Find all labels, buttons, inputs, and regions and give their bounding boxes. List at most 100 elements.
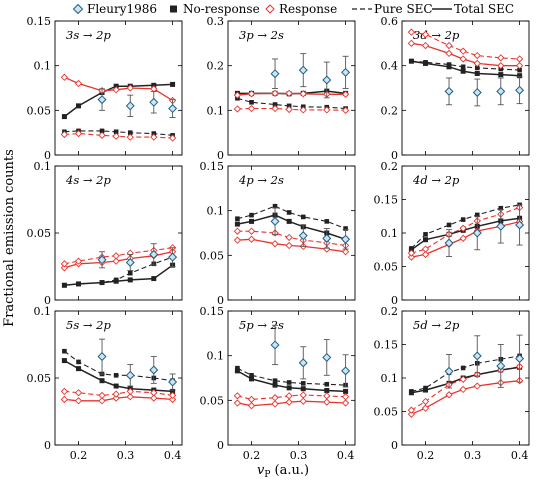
nores-pure-point [272, 102, 278, 107]
legend-nores-marker [170, 5, 177, 13]
fleury-point [341, 67, 351, 77]
nores-total-point [474, 70, 480, 76]
nores-pure-point [300, 381, 306, 386]
resp-pure-point [126, 387, 134, 396]
resp-total-point [271, 400, 279, 408]
fleury-point [270, 340, 280, 350]
fleury-point [125, 101, 135, 111]
resp-total-point [60, 73, 69, 81]
fleury-point [298, 65, 308, 75]
resp-pure-point [421, 245, 430, 253]
y-tick-label: 0.1 [34, 305, 52, 318]
nores-pure-point [249, 373, 254, 378]
x-tick-label: 0.4 [337, 449, 355, 462]
fleury-point [472, 228, 482, 238]
panel-frame [227, 165, 356, 301]
resp-total-point [98, 397, 106, 405]
legend-label: Fleury1986 [87, 2, 157, 16]
y-tick-label: 0.2 [381, 160, 399, 173]
resp-pure-point [247, 227, 256, 235]
resp-pure-point [271, 104, 279, 113]
resp-total-point [74, 79, 83, 88]
resp-pure-point [299, 106, 307, 114]
y-tick-label: 0.1 [207, 350, 225, 363]
fleury-point [168, 104, 178, 114]
y-tick-label: 0.3 [207, 15, 225, 28]
fleury-point [149, 97, 159, 107]
x-axis-label: vP (a.u.) [257, 463, 309, 480]
resp-total-point [299, 90, 307, 98]
nores-total-point [460, 68, 466, 74]
nores-pure-point [62, 282, 67, 288]
y-tick-label: 0.05 [27, 104, 52, 117]
fleury-point [322, 75, 332, 85]
panel: 0 0.05 0.1 0.15 3s → 2p [27, 15, 183, 162]
panel: 0 0.05 0.1 0.15 0.2 0.3 0.4 5p → 2s [200, 305, 356, 462]
resp-total-point [112, 394, 120, 402]
resp-total-point [271, 89, 279, 97]
nores-pure-point [498, 205, 504, 211]
legend-item-total: Total SEC [432, 2, 514, 16]
resp-pure-point [150, 133, 158, 141]
y-tick-label: 0.15 [200, 305, 225, 318]
nores-total-point [517, 73, 523, 79]
resp-pure-point [60, 387, 69, 396]
panel: 0 0.2 0.4 0.6 3d → 2p [381, 15, 530, 162]
y-tick-label: 0.15 [27, 15, 52, 28]
resp-total-point [60, 264, 69, 272]
resp-pure-point [473, 51, 481, 60]
legend-resp-marker [265, 4, 275, 14]
panel: 0 0.05 0.1 0.2 0.3 0.4 5s → 2p [27, 305, 183, 462]
y-tick-label: 0 [44, 294, 51, 307]
fleury-point [97, 352, 107, 362]
resp-pure-point [421, 397, 430, 406]
resp-total-point [407, 410, 416, 418]
legend-item-fleury: Fleury1986 [72, 2, 157, 16]
nores-pure-point [460, 217, 466, 222]
panel: 0 0.05 0.1 4s → 2p [27, 160, 183, 307]
nores-total-point [61, 358, 67, 364]
y-tick-label: 0.05 [200, 394, 225, 407]
resp-total-point [168, 395, 177, 404]
resp-pure-point [515, 55, 524, 63]
nores-total-point [127, 277, 133, 283]
resp-pure-point [233, 105, 242, 113]
nores-total-point [300, 386, 306, 392]
fleury-point [97, 95, 107, 105]
nores-total-point [151, 276, 157, 282]
x-tick-label: 0.3 [290, 449, 308, 462]
resp-pure-point [233, 227, 242, 235]
resp-total-point [74, 397, 83, 405]
resp-pure-point [247, 104, 256, 113]
resp-total-point [271, 240, 279, 248]
fleury-point [515, 220, 525, 230]
panel-frame [227, 20, 356, 156]
y-tick-label: 0 [217, 294, 224, 307]
legend-label: Total SEC [454, 2, 514, 16]
fleury-point [149, 249, 159, 259]
y-tick-label: 0.6 [381, 15, 399, 28]
x-axis-label-unit: (a.u.) [270, 463, 309, 478]
y-tick-label: 0.1 [34, 160, 52, 173]
resp-total-point [421, 404, 430, 412]
nores-pure-point [127, 270, 133, 276]
y-tick-label: 0.05 [200, 249, 225, 262]
fleury-point [496, 361, 506, 371]
legend-label: No-response [183, 2, 260, 16]
resp-total-point [407, 253, 416, 261]
legend-item-pure: Pure SEC [352, 2, 433, 16]
fleury-point [125, 370, 135, 380]
nores-total-point [61, 114, 67, 120]
nores-pure-point [99, 128, 105, 134]
resp-pure-point [112, 132, 120, 140]
x-tick-label: 0.4 [164, 449, 182, 462]
resp-pure-point [74, 389, 83, 397]
y-tick-label: 0.05 [374, 406, 399, 419]
x-tick-label: 0.2 [417, 449, 435, 462]
panel: 0 0.05 0.1 0.15 0.2 0.2 0.3 0.4 5d → 2p [374, 305, 530, 462]
resp-total-point [247, 402, 256, 410]
fleury-point [270, 216, 280, 226]
fleury-point [270, 69, 280, 79]
